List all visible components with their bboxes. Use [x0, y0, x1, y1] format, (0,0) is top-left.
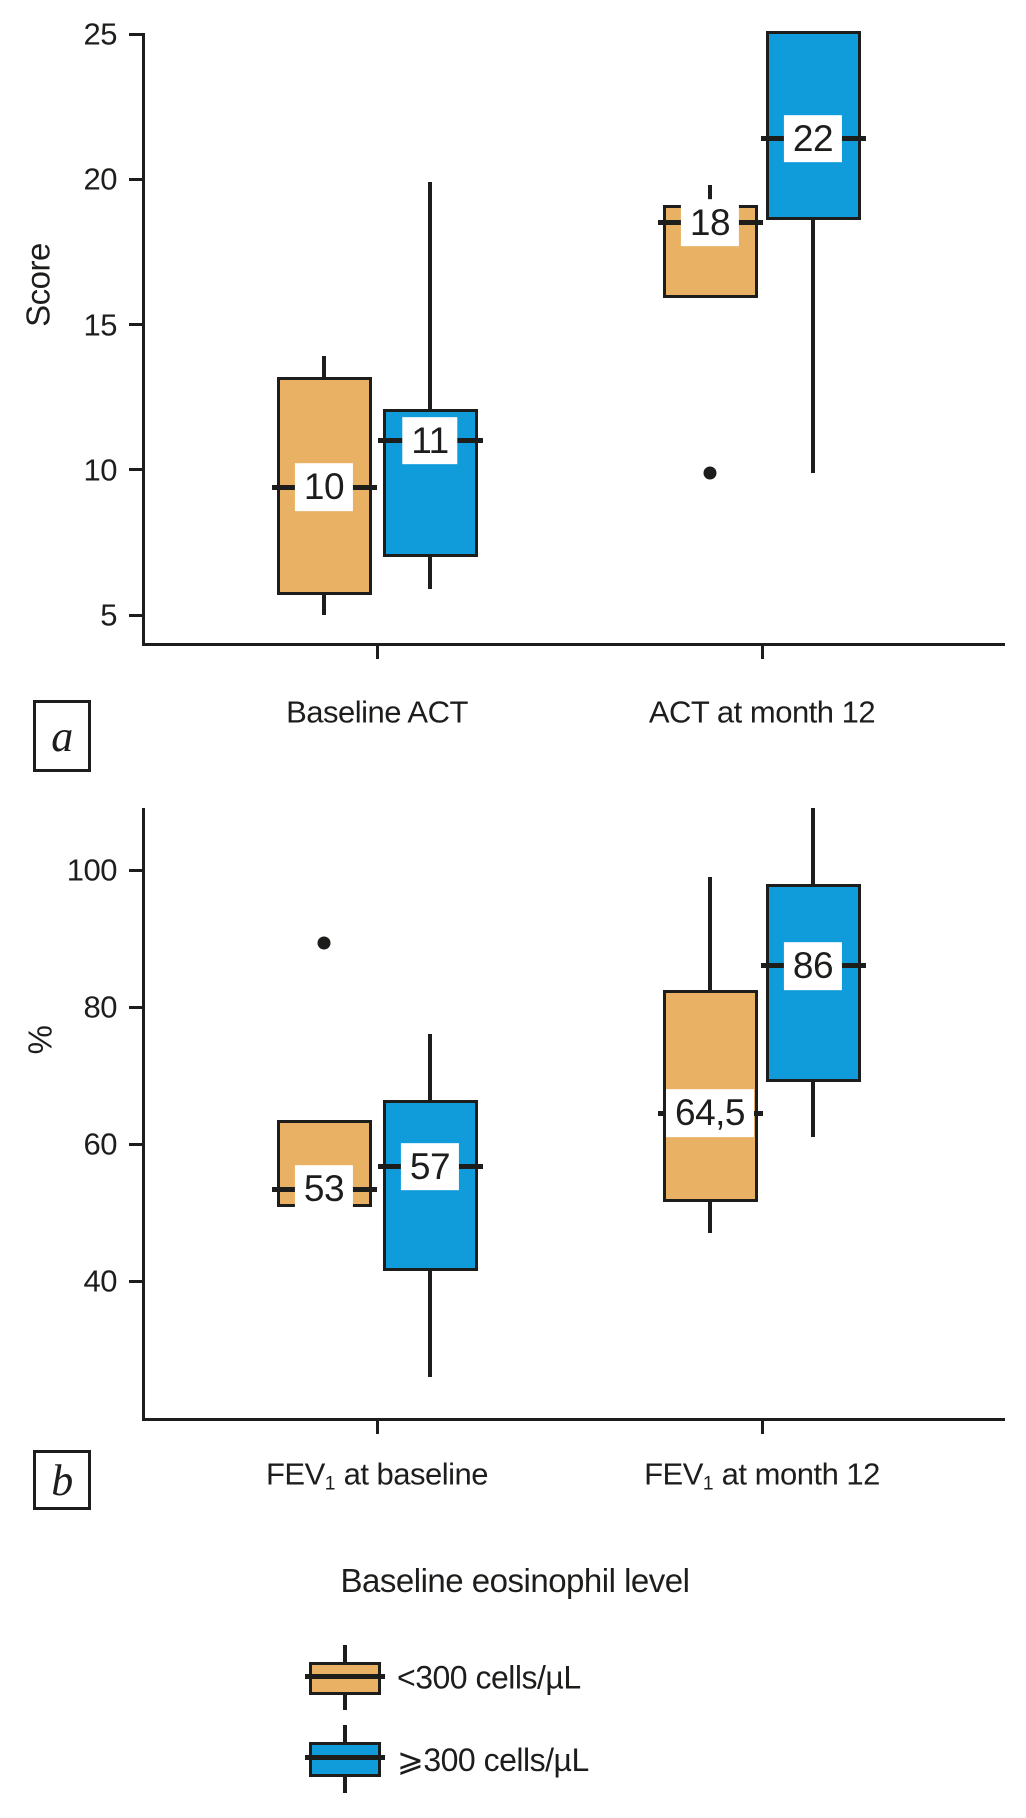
median-value-label-a: 11	[402, 416, 458, 465]
category-text: FEV	[644, 1456, 703, 1492]
y-tick-a	[129, 613, 142, 617]
whisker-a	[811, 31, 815, 473]
category-text: ACT at month 12	[648, 694, 876, 730]
legend-median	[305, 1673, 385, 1679]
y-axis-title-b: %	[21, 1025, 59, 1055]
outlier-dot-a	[703, 466, 717, 480]
panel-label-b-text: b	[51, 1455, 73, 1505]
y-axis-b	[142, 808, 145, 1421]
x-category-label-a: Baseline ACT	[286, 697, 468, 728]
legend-title: Baseline eosinophil level	[340, 1562, 690, 1599]
box-b-blue	[382, 1100, 478, 1271]
legend-box	[309, 1662, 381, 1695]
x-tick-a	[760, 646, 764, 659]
y-tick-label-a: 10	[83, 452, 118, 488]
x-category-label-b: FEV1 at month 12	[644, 1456, 881, 1494]
panel-label-a-text: a	[51, 711, 73, 761]
x-axis-a	[142, 643, 1005, 646]
y-tick-b	[129, 868, 142, 872]
y-tick-b	[129, 1142, 142, 1146]
y-tick-label-b: 80	[83, 989, 118, 1025]
median-value-label-b: 53	[294, 1165, 354, 1214]
whisker-a	[428, 182, 432, 589]
median-value-label-a: 18	[680, 198, 740, 247]
category-text: at baseline	[335, 1456, 489, 1492]
legend-box	[309, 1742, 381, 1777]
category-subscript: 1	[324, 1473, 336, 1495]
x-category-label-b: FEV1 at baseline	[265, 1456, 489, 1494]
median-value-label-b: 57	[400, 1142, 460, 1191]
category-subscript: 1	[702, 1473, 714, 1495]
y-axis-a	[142, 33, 145, 646]
y-axis-title-a: Score	[19, 243, 57, 327]
category-text: FEV	[265, 1456, 325, 1492]
panel-label-a: a	[33, 700, 91, 772]
y-tick-label-a: 20	[83, 161, 118, 197]
y-tick-label-a: 5	[100, 597, 117, 633]
y-tick-a	[129, 177, 142, 181]
y-tick-b	[129, 1279, 142, 1283]
y-tick-a	[129, 32, 142, 36]
legend: Baseline eosinophil level <300 cells/µL …	[0, 1545, 1026, 1818]
y-tick-label-b: 100	[66, 852, 118, 888]
x-category-label-a: ACT at month 12	[648, 694, 876, 730]
x-tick-b	[375, 1421, 379, 1434]
median-value-label-b: 86	[783, 942, 843, 990]
y-tick-b	[129, 1005, 142, 1009]
y-tick-label-a: 15	[83, 307, 118, 342]
x-axis-b	[142, 1418, 1005, 1421]
x-tick-b	[760, 1421, 764, 1434]
y-tick-label-b: 60	[83, 1126, 118, 1162]
median-value-label-a: 22	[783, 114, 843, 163]
y-tick-label-b: 40	[83, 1263, 118, 1299]
outlier-dot-b	[317, 936, 331, 950]
category-text: at month 12	[713, 1456, 881, 1492]
median-value-label-b: 64,5	[665, 1089, 755, 1137]
y-tick-a	[129, 468, 142, 472]
median-value-label-a: 10	[294, 463, 354, 511]
legend-entry-label-ge300: ⩾300 cells/µL	[397, 1742, 589, 1778]
legend-entry-label-lt300: <300 cells/µL	[397, 1659, 581, 1696]
y-tick-a	[129, 323, 142, 326]
panel-label-b: b	[33, 1450, 91, 1510]
x-tick-a	[375, 646, 379, 659]
legend-median	[305, 1754, 385, 1760]
category-text: Baseline ACT	[286, 694, 468, 730]
y-tick-label-a: 25	[83, 16, 118, 52]
